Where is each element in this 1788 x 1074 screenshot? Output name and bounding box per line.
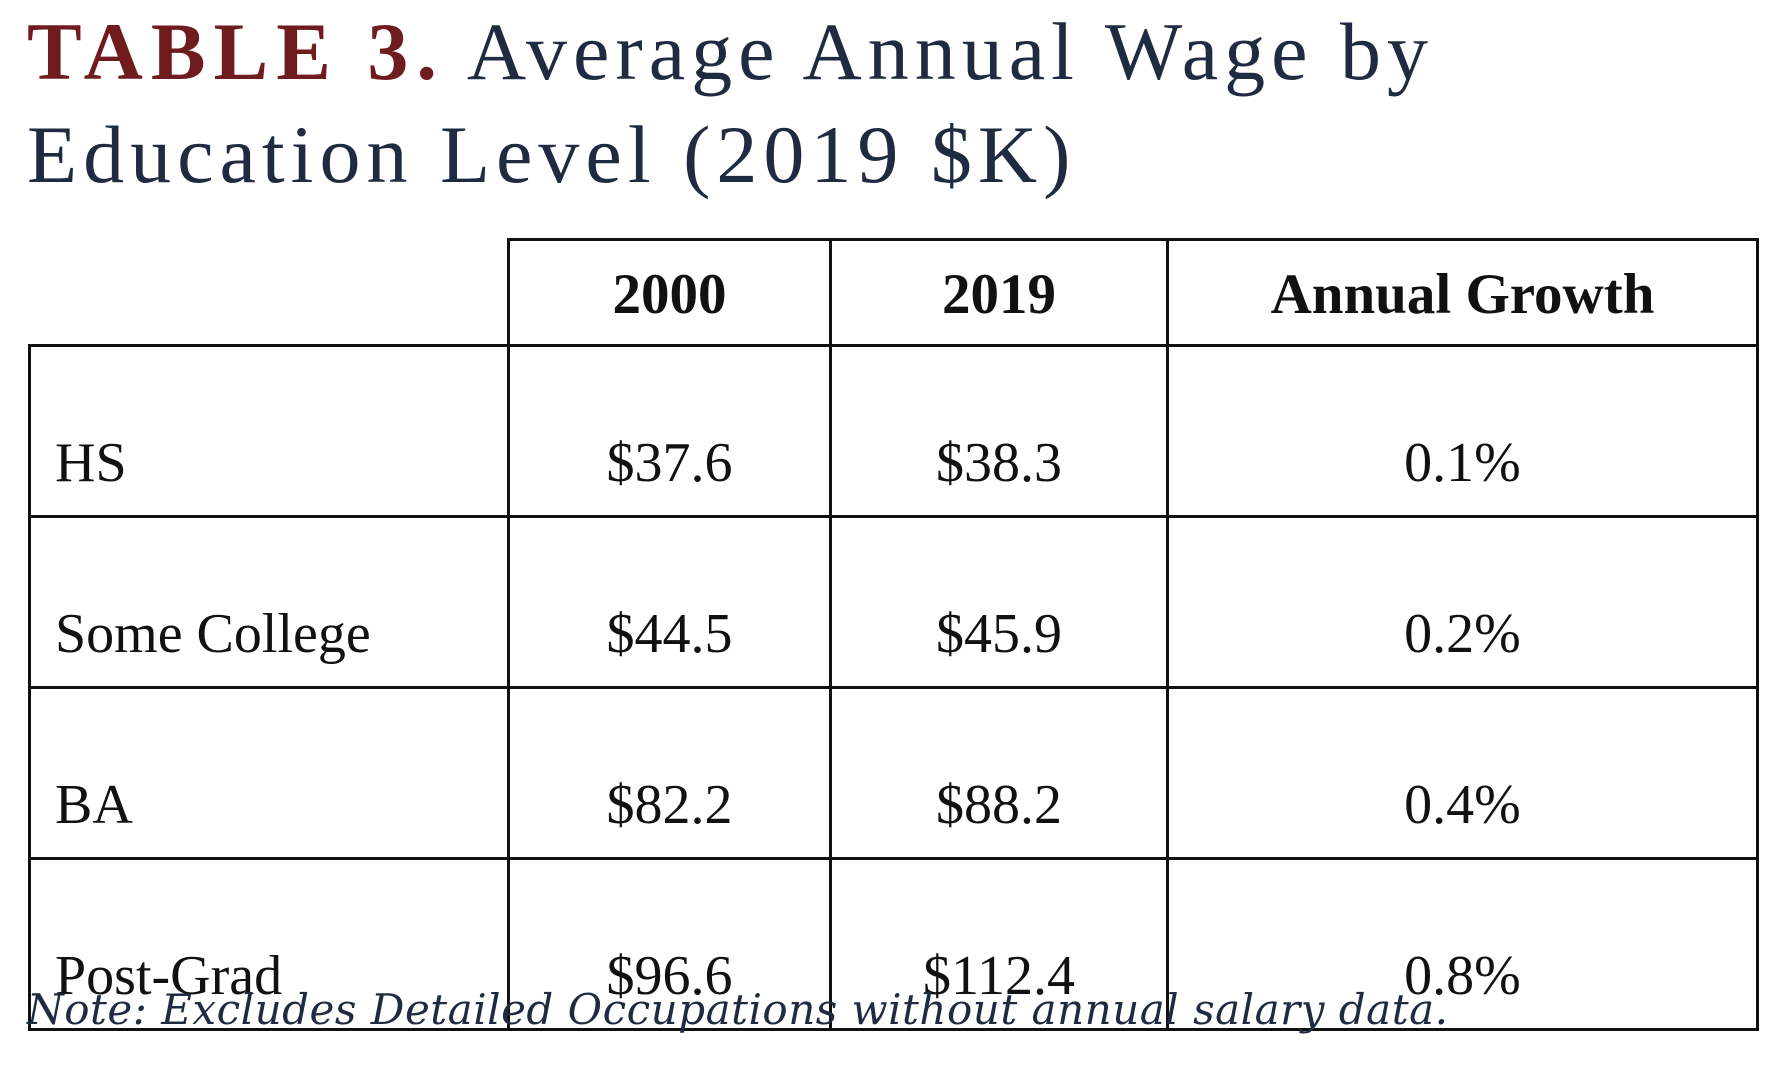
table-row: HS $37.6 $38.3 0.1% bbox=[28, 344, 1759, 518]
table-title: TABLE 3. Average Annual Wage by Educatio… bbox=[27, 0, 1727, 206]
row-label: Post-Grad bbox=[28, 857, 510, 1031]
cell-2000: $44.5 bbox=[507, 515, 832, 689]
header-2000: 2000 bbox=[507, 238, 832, 347]
row-label: HS bbox=[28, 344, 510, 518]
cell-2019: $112.4 bbox=[829, 857, 1169, 1031]
table-number-label: TABLE 3. bbox=[27, 6, 445, 97]
table-note: Note: Excludes Detailed Occupations with… bbox=[27, 985, 1449, 1034]
cell-2000: $82.2 bbox=[507, 686, 832, 860]
table-row: Some College $44.5 $45.9 0.2% bbox=[28, 515, 1759, 689]
table-title-text: Average Annual Wage by Education Level (… bbox=[27, 6, 1435, 200]
header-annual-growth: Annual Growth bbox=[1166, 238, 1759, 347]
header-2019: 2019 bbox=[829, 238, 1169, 347]
cell-growth: 0.8% bbox=[1166, 857, 1759, 1031]
cell-2000: $37.6 bbox=[507, 344, 832, 518]
cell-2000: $96.6 bbox=[507, 857, 832, 1031]
cell-growth: 0.2% bbox=[1166, 515, 1759, 689]
cell-growth: 0.4% bbox=[1166, 686, 1759, 860]
wage-table: 2000 2019 Annual Growth HS $37.6 $38.3 0… bbox=[28, 238, 1759, 1031]
table-header-row: 2000 2019 Annual Growth bbox=[29, 238, 1759, 347]
cell-2019: $38.3 bbox=[829, 344, 1169, 518]
table-row: BA $82.2 $88.2 0.4% bbox=[28, 686, 1759, 860]
header-empty-cell bbox=[29, 239, 510, 347]
row-label: BA bbox=[28, 686, 510, 860]
cell-2019: $45.9 bbox=[829, 515, 1169, 689]
row-label: Some College bbox=[28, 515, 510, 689]
wage-table-container: 2000 2019 Annual Growth HS $37.6 $38.3 0… bbox=[28, 238, 1759, 1031]
cell-growth: 0.1% bbox=[1166, 344, 1759, 518]
table-row: Post-Grad $96.6 $112.4 0.8% bbox=[28, 857, 1759, 1031]
cell-2019: $88.2 bbox=[829, 686, 1169, 860]
